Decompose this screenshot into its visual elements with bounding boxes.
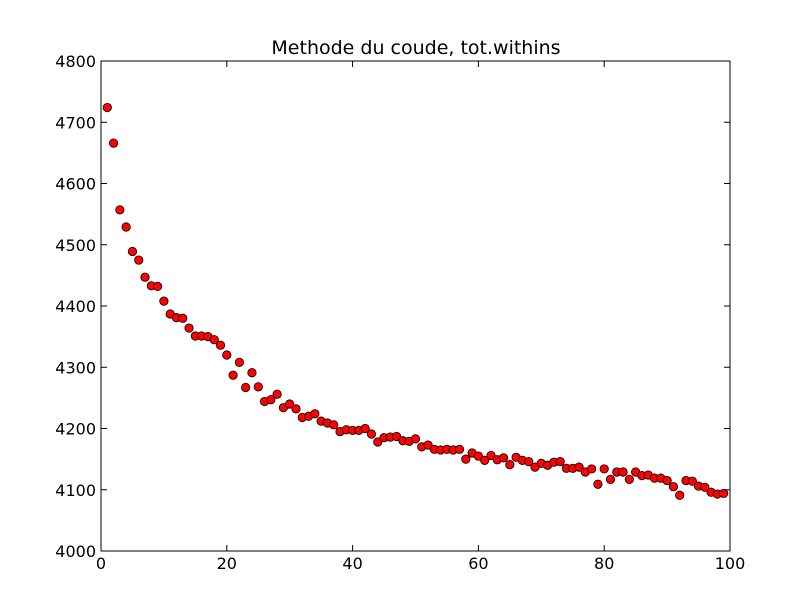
x-tick-label: 100 bbox=[715, 554, 746, 573]
data-point bbox=[215, 340, 226, 350]
data-point bbox=[555, 456, 565, 467]
data-point bbox=[373, 437, 383, 447]
data-point bbox=[461, 454, 471, 464]
x-tick-label: 60 bbox=[468, 554, 488, 573]
y-tick-label: 4400 bbox=[55, 297, 96, 316]
x-tick-label: 20 bbox=[217, 554, 237, 573]
y-tick-labels: 4000 4100 4200 4300 4400 4500 4600 4700 4800 bbox=[55, 52, 96, 561]
data-point bbox=[272, 389, 282, 399]
data-point bbox=[234, 357, 244, 367]
data-point bbox=[159, 296, 169, 306]
data-point bbox=[498, 453, 509, 463]
y-tick-label: 4700 bbox=[55, 113, 96, 132]
data-point bbox=[366, 429, 377, 439]
data-point bbox=[241, 382, 251, 393]
data-point bbox=[291, 404, 301, 414]
data-points bbox=[102, 102, 729, 500]
data-point bbox=[253, 382, 263, 392]
data-point bbox=[102, 102, 112, 113]
data-point bbox=[719, 488, 729, 499]
data-point bbox=[121, 222, 131, 232]
data-point bbox=[222, 350, 232, 360]
data-point bbox=[593, 479, 603, 489]
data-point bbox=[486, 450, 496, 461]
axis-ticks bbox=[100, 60, 731, 552]
y-tick-label: 4200 bbox=[55, 420, 96, 439]
data-point bbox=[587, 464, 597, 474]
x-tick-labels: 0 20 40 60 80 100 bbox=[96, 554, 745, 573]
data-point bbox=[605, 474, 616, 484]
data-point bbox=[524, 456, 534, 467]
data-point bbox=[360, 423, 370, 434]
data-point bbox=[599, 464, 609, 474]
data-point bbox=[662, 475, 672, 486]
data-point bbox=[140, 272, 150, 282]
y-tick-label: 4100 bbox=[55, 481, 96, 500]
data-point bbox=[184, 323, 194, 333]
x-tick-label: 80 bbox=[594, 554, 614, 573]
data-point bbox=[266, 395, 276, 405]
data-point bbox=[115, 205, 125, 215]
data-point bbox=[423, 440, 433, 450]
data-point bbox=[285, 399, 295, 409]
data-point bbox=[178, 313, 188, 323]
y-tick-label: 4500 bbox=[55, 236, 96, 255]
data-point bbox=[108, 138, 119, 148]
data-point bbox=[228, 370, 238, 380]
data-point bbox=[153, 281, 163, 291]
x-tick-label: 0 bbox=[96, 554, 106, 573]
y-tick-label: 4000 bbox=[55, 542, 96, 561]
chart-title: Methode du coude, tot.withins bbox=[271, 37, 560, 59]
data-point bbox=[618, 467, 628, 477]
data-point bbox=[209, 335, 219, 345]
data-point bbox=[410, 434, 421, 444]
data-point bbox=[247, 368, 257, 378]
y-tick-label: 4300 bbox=[55, 358, 96, 377]
data-point bbox=[329, 420, 339, 430]
data-point bbox=[574, 462, 584, 472]
y-tick-label: 4600 bbox=[55, 175, 96, 194]
data-point bbox=[480, 455, 490, 465]
data-point bbox=[454, 444, 465, 454]
data-point bbox=[687, 476, 697, 486]
data-point bbox=[505, 460, 515, 470]
data-point bbox=[473, 451, 483, 461]
data-point bbox=[624, 474, 634, 484]
x-tick-label: 40 bbox=[342, 554, 362, 573]
data-point bbox=[392, 431, 402, 442]
data-point bbox=[127, 246, 138, 257]
data-point bbox=[134, 255, 144, 265]
data-point bbox=[675, 490, 685, 500]
data-point bbox=[668, 482, 678, 492]
data-point bbox=[310, 409, 320, 419]
plot-area bbox=[100, 60, 731, 552]
data-point bbox=[700, 482, 710, 492]
y-tick-label: 4800 bbox=[55, 52, 96, 71]
